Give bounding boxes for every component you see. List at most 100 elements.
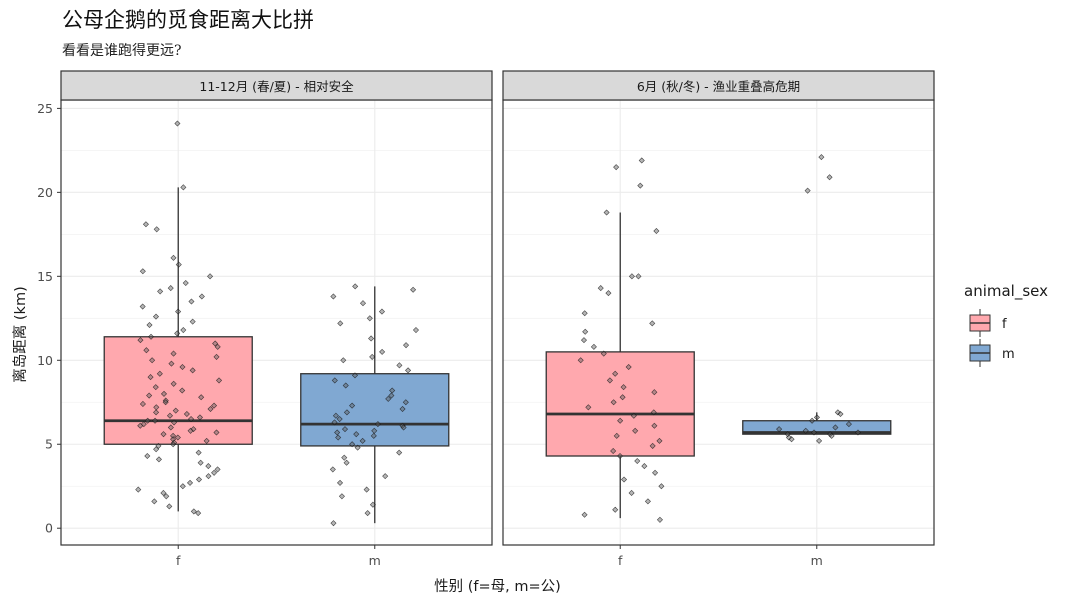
data-point <box>389 387 396 394</box>
box-f <box>545 351 695 457</box>
data-point <box>617 452 624 460</box>
data-point <box>167 424 174 431</box>
data-point <box>170 350 177 357</box>
data-point <box>369 353 376 360</box>
data-point <box>837 410 844 418</box>
data-point <box>336 416 343 423</box>
x-axis-title: 性别 (f=母, m=公) <box>434 578 561 595</box>
data-point <box>170 441 177 448</box>
data-point <box>785 434 792 441</box>
data-point <box>349 402 356 409</box>
data-point <box>331 419 338 426</box>
data-point <box>147 374 154 381</box>
data-point <box>342 382 349 389</box>
data-point <box>153 446 160 453</box>
data-point <box>330 293 337 300</box>
data-point <box>651 422 658 429</box>
data-point <box>656 516 663 523</box>
data-point <box>337 320 344 327</box>
data-point <box>600 350 607 357</box>
data-point <box>813 414 820 421</box>
data-point <box>832 424 839 431</box>
data-point <box>637 182 644 189</box>
data-point <box>385 395 392 402</box>
data-point <box>160 489 167 496</box>
data-point <box>625 363 632 371</box>
data-point <box>577 357 584 364</box>
data-point <box>212 340 219 347</box>
data-point <box>139 400 146 407</box>
data-point <box>155 442 162 449</box>
data-point <box>653 227 660 235</box>
data-point <box>396 362 403 369</box>
data-point <box>617 417 624 424</box>
panel-background <box>503 100 934 545</box>
data-point <box>366 315 373 322</box>
data-point <box>612 506 619 513</box>
data-point <box>162 399 169 406</box>
data-point <box>784 431 791 438</box>
data-point <box>157 288 164 295</box>
data-point <box>160 390 168 397</box>
data-point <box>160 431 167 438</box>
data-point <box>343 459 350 466</box>
data-point <box>635 273 642 280</box>
data-point <box>610 447 617 454</box>
data-point <box>151 498 158 505</box>
data-point <box>195 449 202 456</box>
data-point <box>581 310 588 317</box>
data-point <box>142 221 149 228</box>
data-point <box>400 424 407 431</box>
data-point <box>652 469 659 476</box>
data-point <box>189 318 196 325</box>
data-point <box>331 377 338 384</box>
data-point <box>211 402 218 409</box>
data-point <box>190 426 197 433</box>
data-point <box>168 360 175 367</box>
data-point <box>195 476 203 483</box>
data-point <box>149 357 156 364</box>
data-point <box>656 437 663 444</box>
legend-label: f <box>1002 317 1007 332</box>
y-tick-label: 5 <box>45 437 53 452</box>
data-point <box>620 476 628 483</box>
data-point <box>788 436 795 443</box>
data-point <box>370 432 377 439</box>
box-f <box>103 336 253 445</box>
data-point <box>352 283 359 290</box>
data-point <box>613 164 620 171</box>
data-point <box>828 432 835 439</box>
data-point <box>405 367 412 374</box>
data-point <box>180 184 187 191</box>
data-point <box>581 511 588 518</box>
facet-strip-label: 11-12月 (春/夏) - 相对安全 <box>199 79 354 94</box>
y-tick-label: 25 <box>37 101 53 116</box>
data-point <box>153 226 160 233</box>
data-point <box>179 363 186 371</box>
data-point <box>359 437 366 444</box>
data-point <box>148 333 155 340</box>
data-point <box>186 479 194 486</box>
data-point <box>182 280 189 287</box>
facet-strip-label: 6月 (秋/冬) - 渔业重叠高危期 <box>637 79 800 94</box>
data-point <box>818 154 825 161</box>
data-point <box>610 399 617 406</box>
data-point <box>399 405 406 413</box>
data-point <box>205 463 212 470</box>
facet-strip <box>502 70 935 101</box>
data-point <box>776 426 783 433</box>
data-point <box>146 321 153 329</box>
data-point <box>213 353 220 360</box>
data-point <box>332 412 339 419</box>
data-point <box>374 421 381 428</box>
data-point <box>854 429 861 436</box>
y-tick-label: 15 <box>37 269 53 284</box>
data-point <box>198 293 205 300</box>
data-point <box>845 421 852 428</box>
data-point <box>188 416 195 423</box>
data-point <box>634 458 641 465</box>
data-point <box>412 327 419 334</box>
data-point <box>379 348 386 355</box>
data-point <box>175 308 182 315</box>
data-point <box>166 412 174 419</box>
